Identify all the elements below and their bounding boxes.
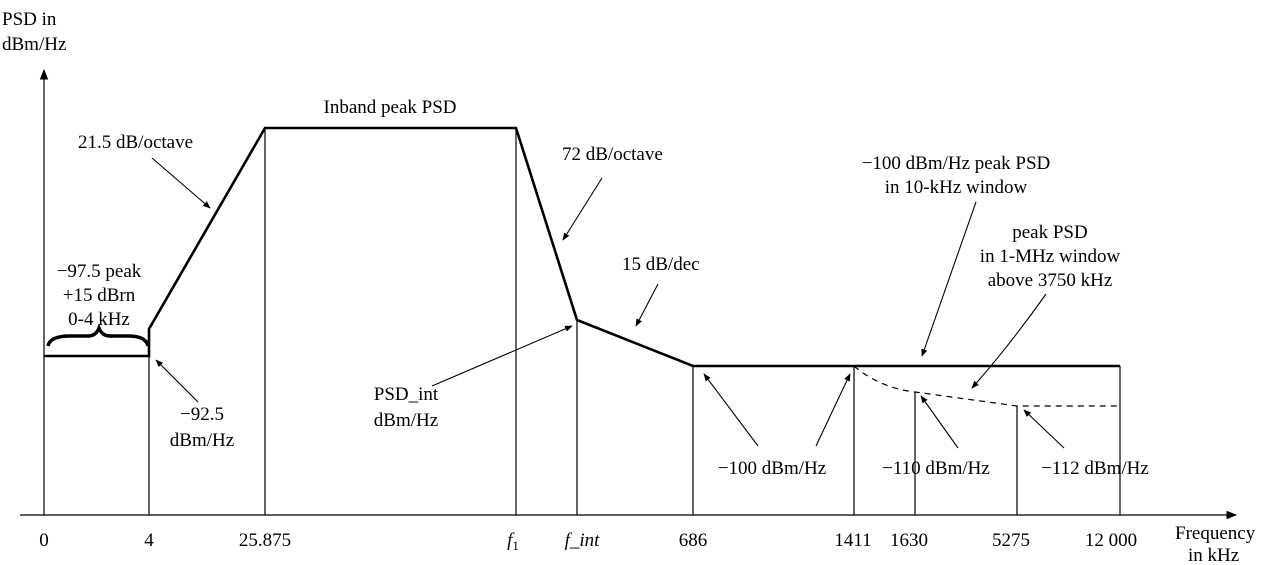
pointer-m110 [920,395,959,449]
pointer-slope-down [562,177,603,241]
y-axis-label-1: PSD in [2,9,57,30]
label-voice-2: +15 dBrn [63,285,136,306]
pointer-slope-dec [635,283,659,327]
pointer-psdint [431,325,573,387]
tick-12000: 12 000 [1085,530,1137,551]
label-m112: −112 dBm/Hz [1041,458,1149,479]
pointer-m100-left [703,373,759,447]
tick-4: 4 [144,530,154,551]
label-low-2: dBm/Hz [170,430,234,451]
label-m110: −110 dBm/Hz [882,458,990,479]
label-peak10k-1: −100 dBm/Hz peak PSD [862,153,1051,174]
tick-f1: f1 [507,530,519,553]
label-inband-peak: Inband peak PSD [324,97,457,118]
label-low-1: −92.5 [180,404,224,425]
pointer-peak10k [921,201,977,357]
label-peak1m-2: in 1-MHz window [980,246,1121,267]
pointer-peak1m [971,293,1047,389]
psd-mask-outline [44,126,1120,368]
pointer-slope-up [151,157,211,209]
tick-1411: 1411 [834,530,871,551]
label-slope-dec: 15 dB/dec [622,254,700,275]
pointer-m100-right [815,373,851,447]
tick-f1-sub: 1 [512,538,519,553]
tick-686: 686 [679,530,708,551]
dashed-peak-curve [853,365,1120,407]
tick-25875: 25.875 [239,530,291,551]
label-slope-up: 21.5 dB/octave [78,132,193,153]
tick-1630: 1630 [890,530,928,551]
y-axis-label-2: dBm/Hz [2,34,66,55]
label-slope-down: 72 dB/octave [562,144,663,165]
label-peak1m-1: peak PSD [1012,222,1087,243]
label-voice-3: 0-4 kHz [68,309,130,330]
label-psdint-2: dBm/Hz [374,410,438,431]
x-axis-label-2: in kHz [1188,545,1239,565]
label-psdint-1: PSD_int [374,384,439,405]
tick-fint: f_int [565,530,601,551]
voice-band-brace [46,323,150,347]
pointer-m112 [1023,409,1065,449]
x-axis-label-1: Frequency [1175,523,1256,544]
pointer-low [155,359,199,403]
tick-f1-main: f [507,530,515,551]
label-peak1m-3: above 3750 kHz [988,270,1113,291]
tick-5275: 5275 [992,530,1030,551]
label-peak10k-2: in 10-kHz window [885,177,1028,198]
tick-0: 0 [39,530,49,551]
label-voice-1: −97.5 peak [57,261,142,282]
label-m100: −100 dBm/Hz [718,458,826,479]
